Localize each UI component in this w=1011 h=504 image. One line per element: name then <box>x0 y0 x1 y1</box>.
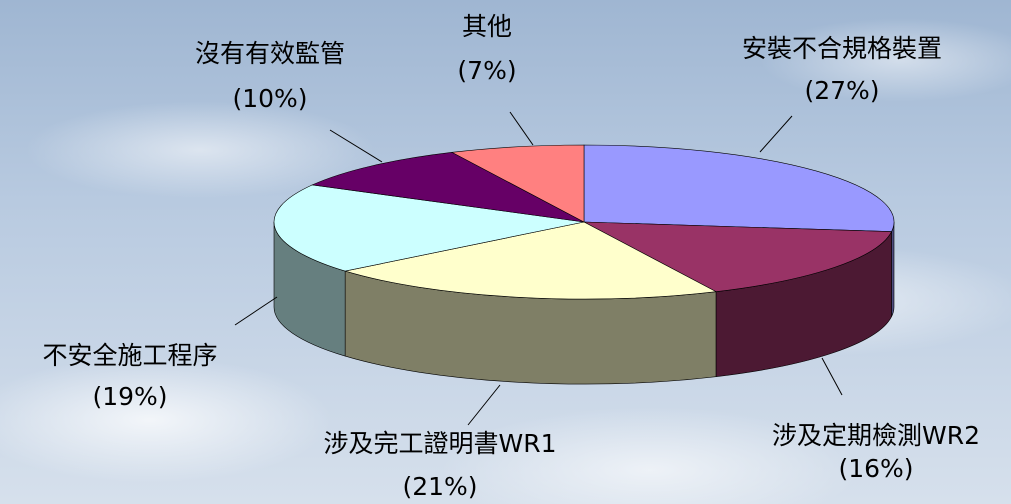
slice-label: 涉及定期檢測WR2 <box>772 421 980 450</box>
leader-line <box>510 112 533 145</box>
value-label: (7%) <box>457 56 516 85</box>
slice-label: 安裝不合規格裝置 <box>742 34 942 63</box>
leader-line <box>822 358 842 395</box>
slice <box>584 145 894 232</box>
slice-label: 涉及完工證明書WR1 <box>324 429 557 458</box>
value-label: (19%) <box>92 382 167 411</box>
leader-line <box>235 297 277 325</box>
page: 安裝不合規格裝置 (27%) 涉及定期檢測WR2 (16%) 涉及完工證明書WR1 (21… <box>0 0 1011 504</box>
value-label: (21%) <box>402 472 477 501</box>
value-label: (10%) <box>232 84 307 113</box>
slice-side <box>892 222 894 317</box>
slice-label: 沒有有效監管 <box>195 39 345 68</box>
slice-label: 不安全施工程序 <box>42 341 217 370</box>
leader-line <box>760 116 792 152</box>
chart: 安裝不合規格裝置 (27%) 涉及定期檢測WR2 (16%) 涉及完工證明書WR1 (21… <box>0 0 1011 504</box>
slice-label: 其他 <box>462 12 512 41</box>
leader-line <box>330 130 382 162</box>
value-label: (16%) <box>838 454 913 483</box>
leader-line <box>468 385 500 425</box>
value-label: (27%) <box>804 76 879 105</box>
